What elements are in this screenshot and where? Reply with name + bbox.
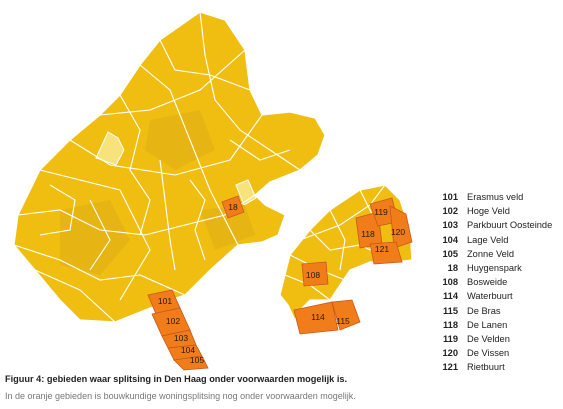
legend-row: 18 Huygenspark xyxy=(436,261,561,275)
legend-name: Hoge Veld xyxy=(467,206,510,217)
legend-row: 118 De Lanen xyxy=(436,318,561,332)
highlight-label-121: 121 xyxy=(375,244,389,254)
legend: 101 Erasmus veld 102 Hoge Veld 103 Parkbuurt … xyxy=(436,190,561,374)
district-borders xyxy=(13,11,396,323)
legend-name: De Vissen xyxy=(467,348,510,359)
light-zone-west xyxy=(95,131,125,166)
legend-code: 101 xyxy=(442,192,458,203)
legend-row: 101 Erasmus veld xyxy=(436,190,561,204)
legend-name: Zonne Veld xyxy=(467,248,515,259)
legend-name: Erasmus veld xyxy=(467,192,524,203)
highlight-label-119: 119 xyxy=(374,207,388,217)
highlight-area-120 xyxy=(389,205,413,249)
figure-caption: Figuur 4: gebieden waar splitsing in Den… xyxy=(5,374,348,384)
legend-code: 105 xyxy=(442,248,458,259)
legend-name: Huygenspark xyxy=(467,263,522,274)
legend-name: De Velden xyxy=(467,333,510,344)
highlight-label-104: 104 xyxy=(181,345,195,355)
legend-code: 103 xyxy=(442,220,458,231)
legend-code: 102 xyxy=(442,206,458,217)
highlight-area-114 xyxy=(293,301,339,335)
highlight-label-103: 103 xyxy=(174,333,188,343)
highlight-area-18 xyxy=(221,195,245,219)
legend-name: De Bras xyxy=(467,305,501,316)
legend-code: 114 xyxy=(443,291,458,302)
highlight-label-105: 105 xyxy=(190,355,204,365)
legend-code: 108 xyxy=(442,277,458,288)
highlight-label-102: 102 xyxy=(166,316,180,326)
legend-name: Parkbuurt Oosteinde xyxy=(467,220,553,231)
legend-row: 105 Zonne Veld xyxy=(436,247,561,261)
legend-row: 120 De Vissen xyxy=(436,346,561,360)
legend-row: 102 Hoge Veld xyxy=(436,204,561,218)
shade-zone-2 xyxy=(145,110,215,170)
highlight-label-115: 115 xyxy=(336,316,350,326)
den-haag-base-map xyxy=(13,11,413,323)
legend-code: 118 xyxy=(443,319,458,330)
legend-row: 121 Rietbuurt xyxy=(436,360,561,374)
legend-name: Bosweide xyxy=(467,277,508,288)
legend-name: Rietbuurt xyxy=(467,362,505,373)
legend-name: Lage Veld xyxy=(467,234,509,245)
figure-subcaption: In de oranje gebieden is bouwkundige won… xyxy=(5,391,356,401)
light-zone-center xyxy=(235,179,257,206)
highlight-label-120: 120 xyxy=(391,227,405,237)
shade-zone-3 xyxy=(200,205,255,250)
legend-name: Waterbuurt xyxy=(467,291,513,302)
legend-name: De Lanen xyxy=(467,319,508,330)
legend-code: 120 xyxy=(442,348,458,359)
highlighted-areas xyxy=(147,195,413,371)
legend-code: 119 xyxy=(443,333,458,344)
highlight-area-108 xyxy=(301,261,329,287)
highlight-area-121 xyxy=(369,241,403,265)
legend-code: 115 xyxy=(443,305,458,316)
legend-code: 18 xyxy=(447,263,458,274)
highlight-label-114: 114 xyxy=(311,312,325,322)
highlight-area-115 xyxy=(331,299,361,331)
legend-row: 104 Lage Veld xyxy=(436,233,561,247)
highlight-label-108: 108 xyxy=(306,270,320,280)
legend-row: 103 Parkbuurt Oosteinde xyxy=(436,218,561,232)
legend-row: 115 De Bras xyxy=(436,304,561,318)
highlight-area-105 xyxy=(173,355,209,371)
highlight-label-18: 18 xyxy=(228,202,238,212)
legend-code: 121 xyxy=(442,362,458,373)
legend-code: 104 xyxy=(442,234,458,245)
legend-row: 114 Waterbuurt xyxy=(436,289,561,303)
highlight-label-101: 101 xyxy=(158,296,172,306)
highlight-label-118: 118 xyxy=(361,229,375,239)
legend-row: 108 Bosweide xyxy=(436,275,561,289)
legend-row: 119 De Velden xyxy=(436,332,561,346)
